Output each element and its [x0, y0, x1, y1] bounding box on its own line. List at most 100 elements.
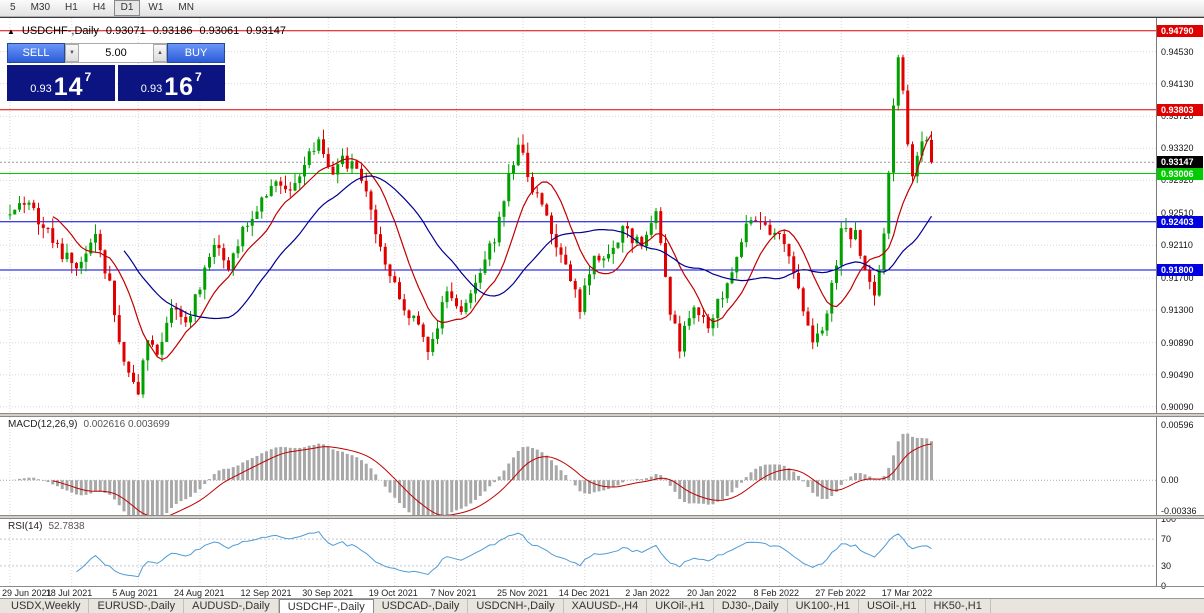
date-axis-label: 29 Jun 2021: [2, 588, 52, 598]
price-axis-label: 0.00596: [1161, 419, 1194, 430]
sell-price-prefix: 0.93: [30, 83, 52, 95]
date-axis-label: 18 Jul 2021: [45, 588, 93, 598]
price-axis-label: 0.92110: [1161, 240, 1193, 251]
price-axis-label: 0.93720: [1161, 111, 1194, 122]
chart-tab-xauusd-h4[interactable]: XAUUSD-,H4: [564, 599, 648, 613]
ma-line-25: [123, 175, 933, 320]
price-axis-label: 0.92920: [1161, 175, 1194, 186]
date-axis-label: 5 Aug 2021: [112, 588, 158, 598]
price-axis-label: 0.00: [1161, 475, 1179, 486]
rsi-title: RSI(14): [8, 521, 43, 532]
sell-price-sup: 7: [84, 70, 92, 84]
open-value: 0.93071: [105, 25, 146, 37]
chart-tab-uk100-h1[interactable]: UK100-,H1: [788, 599, 860, 613]
buy-price-display[interactable]: 0.93 16 7: [117, 65, 225, 101]
rsi-value: 52.7838: [48, 521, 85, 532]
chart-canvas[interactable]: [0, 18, 1156, 586]
macd-signal-line: [52, 443, 932, 516]
timeframe-button-w1[interactable]: W1: [148, 2, 164, 13]
panel-separator-rsi[interactable]: [0, 515, 1204, 519]
sell-price-big: 14: [53, 73, 84, 101]
date-axis-label: 25 Nov 2021: [497, 588, 549, 598]
price-badge: 0.93803: [1157, 103, 1203, 116]
macd-histogram: [13, 433, 933, 516]
candles-layer: [8, 54, 933, 398]
rsi-indicator-label: RSI(14) 52.7838: [8, 521, 85, 532]
buy-price-big: 16: [164, 73, 195, 101]
grid-layer: [0, 18, 1156, 586]
timeframe-button-d1[interactable]: D1: [113, 0, 141, 16]
price-axis[interactable]: 0.94530 0.94130 0.93720 0.93320 0.92920 0.925…: [1156, 18, 1204, 591]
rsi-line: [76, 531, 932, 578]
timeframe-button-5[interactable]: 5: [10, 2, 16, 13]
date-axis-label: 8 Feb 2022: [753, 588, 800, 598]
date-axis-label: 12 Sep 2021: [240, 588, 292, 598]
date-axis-label: 17 Mar 2022: [881, 588, 933, 598]
price-axis-label: 0.94130: [1161, 78, 1194, 89]
expand-icon[interactable]: ▲: [7, 27, 15, 36]
date-axis-label: 7 Nov 2021: [430, 588, 477, 598]
chart-tab-usdx-weekly[interactable]: USDX,Weekly: [3, 599, 90, 613]
volume-decrease-button[interactable]: ▼: [65, 44, 79, 62]
chart-tab-usdcad-daily[interactable]: USDCAD-,Daily: [374, 599, 469, 613]
price-badge: 0.92403: [1157, 215, 1203, 228]
chart-tab-usoil-h1[interactable]: USOil-,H1: [859, 599, 926, 613]
chart-tab-eurusd-daily[interactable]: EURUSD-,Daily: [89, 599, 185, 613]
sell-price-display[interactable]: 0.93 14 7: [7, 65, 115, 101]
price-axis-label: 0.91700: [1161, 273, 1194, 283]
low-value: 0.93061: [199, 25, 240, 37]
price-axis-label: 0.93320: [1161, 143, 1194, 154]
timeframe-button-mn[interactable]: MN: [178, 2, 194, 13]
date-axis-label: 24 Aug 2021: [174, 588, 225, 598]
timeframe-button-m30[interactable]: M30: [30, 2, 51, 13]
chart-tab-usdcnh-daily[interactable]: USDCNH-,Daily: [468, 599, 564, 613]
chart-tabs-bar: USDX,Weekly EURUSD-,Daily AUDUSD-,Daily USD…: [0, 598, 1204, 613]
price-axis-label: 100: [1161, 514, 1177, 524]
price-badge: 0.91800: [1157, 264, 1203, 276]
date-axis-label: 20 Jan 2022: [687, 588, 737, 598]
panel-separator-macd[interactable]: [0, 413, 1204, 417]
time-axis[interactable]: 29 Jun 2021 18 Jul 2021 5 Aug 2021 24 Aug 2…: [0, 587, 1156, 598]
price-badge: 0.93147: [1157, 156, 1203, 169]
date-axis-label: 19 Oct 2021: [368, 588, 418, 598]
price-axis-label: 70: [1161, 534, 1172, 545]
price-axis-label: 0.90490: [1161, 369, 1194, 380]
timeframe-button-h4[interactable]: H4: [92, 2, 106, 13]
date-axis-label: 27 Feb 2022: [815, 588, 866, 598]
date-axis-label: 30 Sep 2021: [302, 588, 354, 598]
price-axis-label: 0.94530: [1161, 46, 1194, 57]
volume-input[interactable]: 5.00: [105, 47, 127, 59]
close-value: 0.93147: [246, 25, 286, 37]
volume-increase-button[interactable]: ▲: [153, 44, 167, 62]
buy-price-prefix: 0.93: [140, 83, 163, 95]
timeframe-button-h1[interactable]: H1: [65, 2, 78, 13]
chart-tab-ukoil-h1[interactable]: UKOil-,H1: [647, 599, 714, 613]
macd-indicator-label: MACD(12,26,9) 0.002616 0.003699: [8, 419, 170, 430]
price-axis-label: 0.92510: [1161, 208, 1194, 219]
buy-button[interactable]: BUY: [167, 43, 225, 63]
chart-tab-hk50-h1[interactable]: HK50-,H1: [926, 599, 991, 613]
time-axis-separator: [0, 586, 1204, 587]
price-badge: 0.93006: [1157, 167, 1203, 180]
symbol-label: USDCHF-,Daily: [21, 25, 99, 37]
date-axis-label: 2 Jan 2022: [625, 588, 670, 598]
chart-tab-dj30-daily[interactable]: DJ30-,Daily: [714, 599, 788, 613]
one-click-trading-panel: SELL ▼ 5.00 ▲ BUY 0.93 14 7 0.93 16 7: [7, 43, 225, 101]
chart-region[interactable]: ▲ USDCHF-,Daily 0.93071 0.93186 0.93061 …: [0, 17, 1204, 598]
volume-field: ▼ 5.00 ▲: [65, 43, 167, 63]
price-axis-label: -0.00336: [1161, 506, 1197, 517]
ma-line-10: [52, 134, 933, 361]
chart-tab-audusd-daily[interactable]: AUDUSD-,Daily: [184, 599, 279, 613]
high-value: 0.93186: [152, 25, 193, 37]
buy-price-sup: 7: [195, 70, 202, 84]
price-axis-label: 0.91300: [1161, 305, 1194, 315]
price-axis-label: 30: [1161, 560, 1172, 571]
horizontal-lines-layer: [0, 30, 1156, 271]
macd-values: 0.002616 0.003699: [83, 419, 170, 430]
price-axis-label: 0.90890: [1161, 337, 1194, 348]
sell-button[interactable]: SELL: [7, 43, 65, 63]
chart-tab-usdchf-daily[interactable]: USDCHF-,Daily: [278, 599, 374, 613]
ohlc-header: ▲ USDCHF-,Daily 0.93071 0.93186 0.93061 …: [7, 25, 286, 37]
timeframe-toolbar: 5 M30 H1 H4 D1 W1 MN: [0, 0, 1204, 17]
price-axis-label: 0.90090: [1161, 401, 1194, 412]
